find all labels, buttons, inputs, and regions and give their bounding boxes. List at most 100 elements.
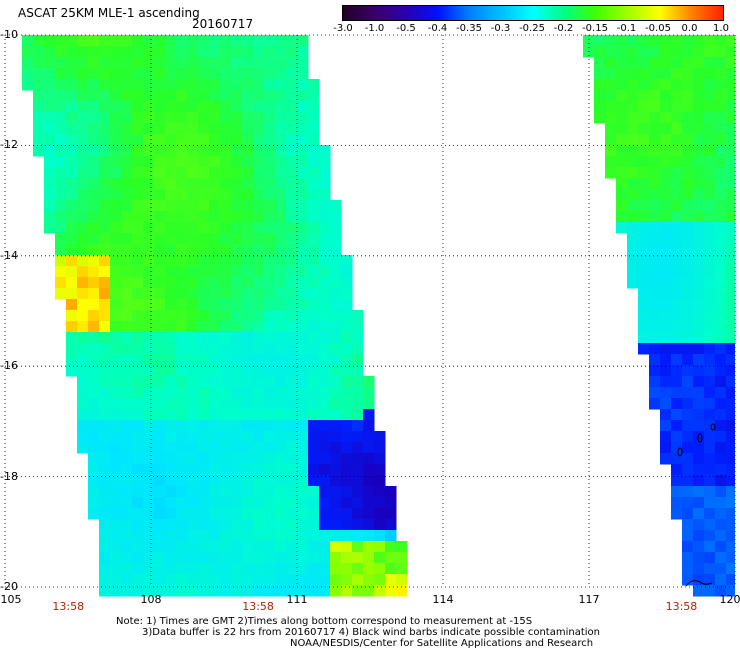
swath-cell bbox=[726, 46, 735, 58]
swath-cell bbox=[154, 497, 166, 509]
swath-cell bbox=[638, 79, 650, 91]
swath-cell bbox=[99, 585, 111, 597]
swath-cell bbox=[143, 189, 155, 201]
swath-cell bbox=[264, 552, 276, 564]
swath-cell bbox=[143, 222, 155, 234]
swath-cell bbox=[671, 431, 683, 443]
swath-cell bbox=[99, 321, 111, 333]
swath-cell bbox=[330, 409, 342, 421]
swath-cell bbox=[693, 574, 705, 586]
swath-cell bbox=[242, 519, 254, 531]
swath-cell bbox=[308, 167, 320, 179]
swath-cell bbox=[297, 299, 309, 311]
swath-cell bbox=[165, 222, 177, 234]
swath-cell bbox=[363, 387, 375, 399]
swath-cell bbox=[187, 277, 199, 289]
swath-cell bbox=[198, 365, 210, 377]
swath-cell bbox=[220, 574, 232, 586]
swath-cell bbox=[55, 101, 67, 113]
swath-cell bbox=[682, 200, 694, 212]
swath-cell bbox=[176, 354, 188, 366]
swath-cell bbox=[220, 255, 232, 267]
swath-cell bbox=[231, 552, 243, 564]
swath-cell bbox=[121, 453, 133, 465]
swath-cell bbox=[297, 255, 309, 267]
swath-cell bbox=[297, 68, 309, 80]
coastline bbox=[685, 580, 713, 587]
swath-cell bbox=[275, 189, 287, 201]
swath-cell bbox=[176, 211, 188, 223]
swath-cell bbox=[264, 563, 276, 575]
swath-cell bbox=[66, 354, 78, 366]
swath-cell bbox=[297, 442, 309, 454]
swath-cell bbox=[275, 519, 287, 531]
swath-cell bbox=[77, 189, 89, 201]
swath-cell bbox=[88, 332, 100, 344]
swath-cell bbox=[253, 409, 265, 421]
swath-cell bbox=[253, 299, 265, 311]
swath-cell bbox=[176, 530, 188, 542]
swath-cell bbox=[165, 398, 177, 410]
swath-cell bbox=[187, 112, 199, 124]
swath-cell bbox=[341, 508, 353, 520]
swath-cell bbox=[363, 420, 375, 432]
swath-cell bbox=[297, 101, 309, 113]
swath-cell bbox=[77, 343, 89, 355]
swath-cell bbox=[77, 156, 89, 168]
swath-cell bbox=[660, 134, 672, 146]
swath-cell bbox=[220, 189, 232, 201]
swath-cell bbox=[275, 101, 287, 113]
swath-cell bbox=[154, 79, 166, 91]
swath-cell bbox=[264, 442, 276, 454]
swath-cell bbox=[220, 57, 232, 69]
swath-cell bbox=[704, 68, 716, 80]
swath-cell bbox=[726, 288, 735, 300]
swath-cell bbox=[330, 431, 342, 443]
swath-cell bbox=[715, 233, 727, 245]
swath-cell bbox=[319, 343, 331, 355]
swath-cell bbox=[363, 486, 375, 498]
swath-cell bbox=[209, 266, 221, 278]
swath-cell bbox=[352, 420, 364, 432]
swath-cell bbox=[671, 332, 683, 344]
swath-cell bbox=[264, 134, 276, 146]
swath-cell bbox=[715, 574, 727, 586]
swath-cell bbox=[352, 563, 364, 575]
swath-cell bbox=[55, 156, 67, 168]
swath-cell bbox=[121, 222, 133, 234]
swath-cell bbox=[275, 453, 287, 465]
swath-cell bbox=[99, 332, 111, 344]
swath-cell bbox=[242, 211, 254, 223]
swath-cell bbox=[143, 464, 155, 476]
swath-cell bbox=[242, 530, 254, 542]
swath-cell bbox=[198, 90, 210, 102]
swath-cell bbox=[220, 409, 232, 421]
swath-cell bbox=[198, 299, 210, 311]
swath-cell bbox=[154, 35, 166, 47]
swath-cell bbox=[132, 431, 144, 443]
swath-cell bbox=[66, 365, 78, 377]
swath-cell bbox=[231, 376, 243, 388]
swath-cell bbox=[649, 376, 661, 388]
swath-cell bbox=[715, 409, 727, 421]
swath-cell bbox=[22, 79, 34, 91]
swath-cell bbox=[627, 255, 639, 267]
swath-cell bbox=[693, 46, 705, 58]
swath-cell bbox=[209, 519, 221, 531]
swath-cell bbox=[638, 167, 650, 179]
swath-cell bbox=[198, 244, 210, 256]
swath-cell bbox=[44, 101, 56, 113]
swath-cell bbox=[682, 321, 694, 333]
swath-cell bbox=[726, 112, 735, 124]
swath-cell bbox=[209, 101, 221, 113]
swath-cell bbox=[275, 475, 287, 487]
swath-cell bbox=[275, 68, 287, 80]
swath-cell bbox=[110, 519, 122, 531]
swath-cell bbox=[121, 563, 133, 575]
swath-cell bbox=[253, 321, 265, 333]
swath-cell bbox=[187, 453, 199, 465]
swath-cell bbox=[55, 134, 67, 146]
swath-cell bbox=[121, 299, 133, 311]
swath-cell bbox=[176, 508, 188, 520]
